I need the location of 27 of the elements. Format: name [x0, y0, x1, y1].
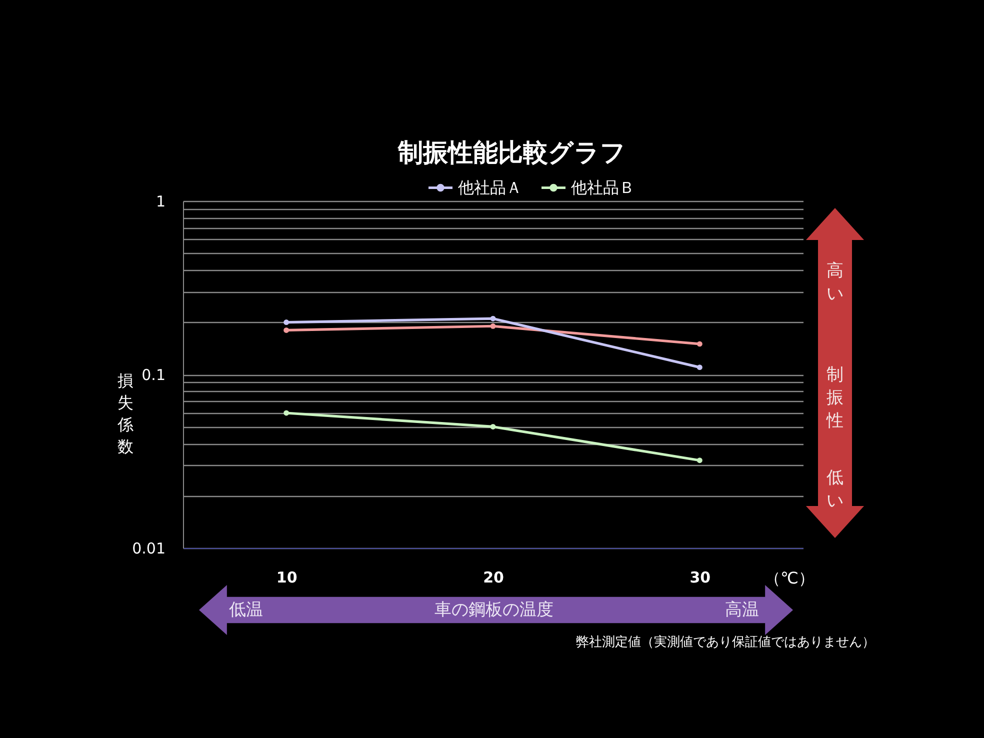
y-axis-title: 損失係数 [116, 371, 134, 456]
x-tick-label: 20 [483, 568, 504, 586]
point [284, 327, 290, 333]
point [490, 424, 496, 430]
text: 低温 [229, 600, 263, 620]
point [490, 316, 496, 322]
point [284, 410, 290, 416]
x-axis-title: （℃） [764, 568, 814, 588]
y-tick-label: 1 [156, 192, 166, 210]
x-tick-label: 30 [690, 568, 711, 586]
text: 弊社測定値（実測値であり保証値ではありません） [576, 634, 875, 650]
text: 低い [826, 468, 844, 511]
point [696, 341, 702, 347]
legend-label: 他社品Ｂ [571, 178, 635, 197]
point [490, 323, 496, 329]
point [696, 364, 702, 370]
text: 高い [826, 261, 844, 304]
point [696, 458, 702, 464]
chart-title: 制振性能比較グラフ [397, 138, 626, 167]
y-tick-label: 0.1 [142, 366, 166, 384]
text: 制振性 [826, 365, 844, 431]
legend-label: 他社品Ａ [458, 178, 522, 197]
x-tick-label: 10 [276, 568, 298, 586]
text: 高温 [725, 600, 759, 620]
text: 車の鋼板の温度 [434, 600, 554, 620]
point [284, 320, 290, 326]
y-tick-label: 0.01 [132, 540, 166, 558]
